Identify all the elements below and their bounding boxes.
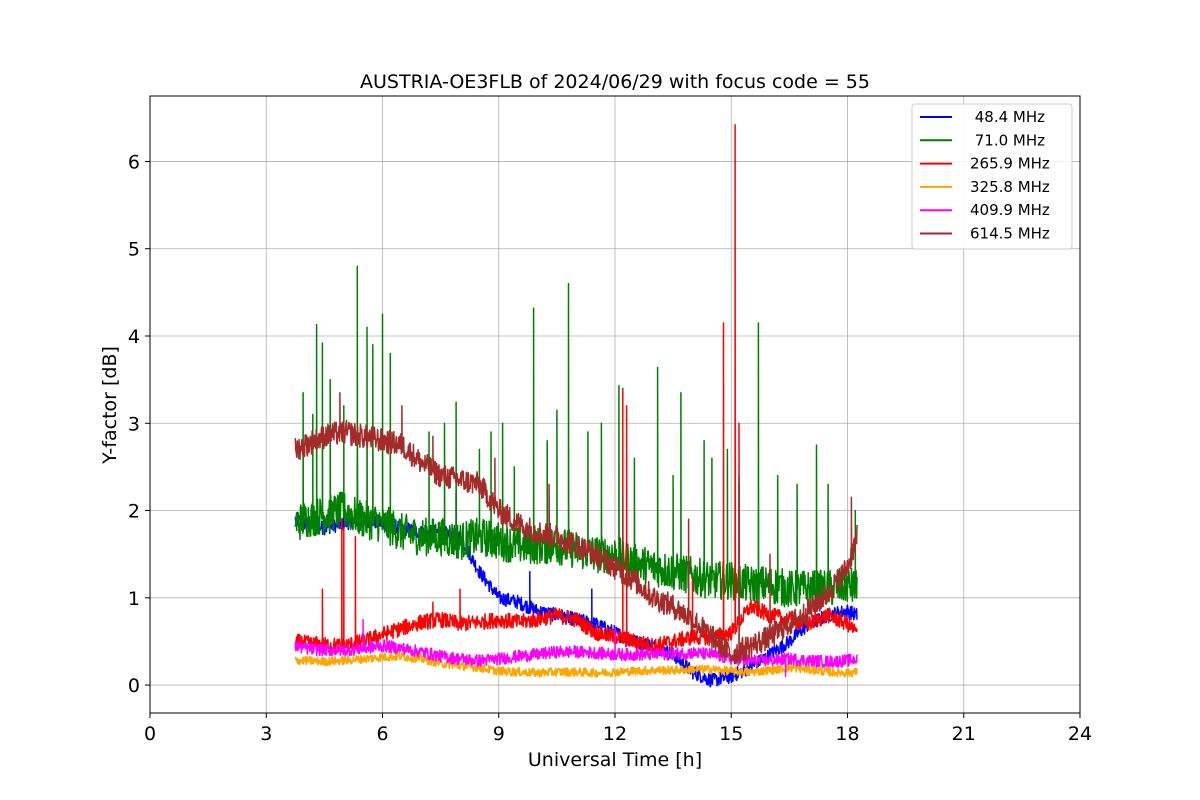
x-axis-ticks: 0 3 6 9 12 15 18 21 24 xyxy=(144,713,1092,745)
series-line xyxy=(294,391,858,665)
series-line xyxy=(294,651,858,678)
legend-label: 325.8 MHz xyxy=(970,178,1050,196)
legend-label: 71.0 MHz xyxy=(970,131,1045,149)
chart-title: AUSTRIA-OE3FLB of 2024/06/29 with focus … xyxy=(360,71,870,93)
y-tick-label: 3 xyxy=(128,413,140,435)
x-tick-label: 18 xyxy=(835,723,859,745)
y-tick-label: 4 xyxy=(128,326,140,348)
x-tick-label: 0 xyxy=(144,723,156,745)
legend-label: 265.9 MHz xyxy=(970,155,1050,173)
legend: 48.4 MHz 71.0 MHz 265.9 MHz 325.8 MHz 409.9… xyxy=(911,103,1073,250)
y-tick-label: 6 xyxy=(128,151,140,173)
series-line xyxy=(294,618,858,678)
y-tick-label: 2 xyxy=(128,501,140,523)
series-group xyxy=(294,124,858,688)
y-axis-label: Y-factor [dB] xyxy=(99,346,121,465)
x-tick-label: 12 xyxy=(603,723,627,745)
series-line xyxy=(294,124,858,655)
legend-label: 48.4 MHz xyxy=(970,108,1045,126)
legend-label: 614.5 MHz xyxy=(970,225,1050,243)
x-tick-label: 15 xyxy=(719,723,743,745)
x-tick-label: 3 xyxy=(260,723,272,745)
y-axis-ticks: 0 1 2 3 4 5 6 xyxy=(128,151,150,697)
x-tick-label: 6 xyxy=(376,723,388,745)
x-axis-label: Universal Time [h] xyxy=(528,749,702,771)
y-tick-label: 1 xyxy=(128,588,140,610)
legend-label: 409.9 MHz xyxy=(970,201,1050,219)
x-tick-label: 21 xyxy=(952,723,976,745)
x-tick-label: 24 xyxy=(1068,723,1092,745)
x-tick-label: 9 xyxy=(493,723,505,745)
series-line xyxy=(294,265,858,609)
y-tick-label: 0 xyxy=(128,675,140,697)
y-tick-label: 5 xyxy=(128,239,140,261)
